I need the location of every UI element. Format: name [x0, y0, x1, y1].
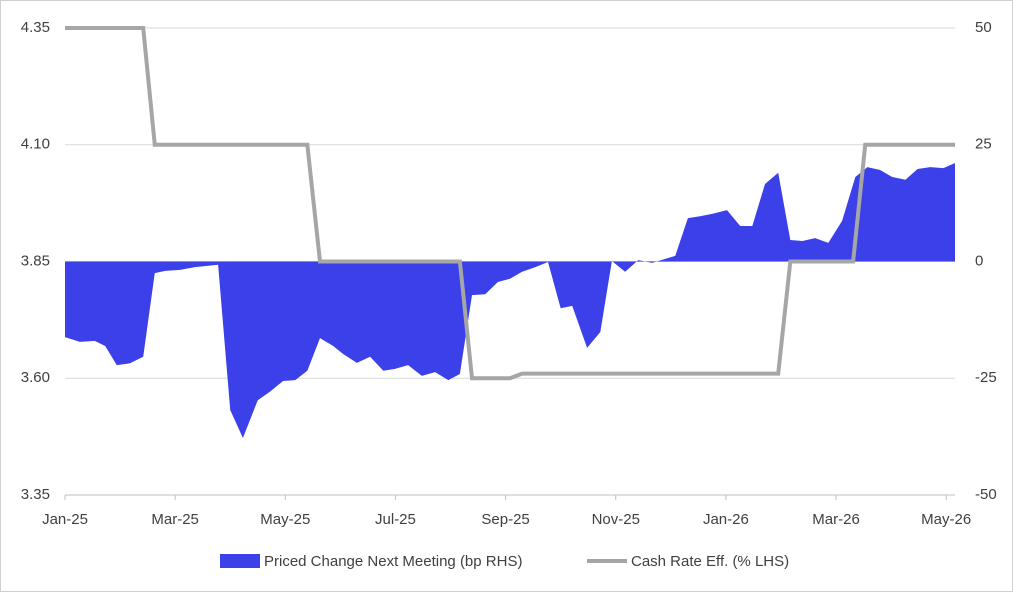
line [65, 26, 955, 381]
y2-tick-label: -25 [975, 369, 997, 386]
y2-tick-label: 0 [975, 252, 983, 269]
x-tick-label: May-25 [260, 511, 310, 528]
x-tick-label: Jul-25 [375, 511, 416, 528]
y-tick-label: 4.10 [21, 136, 50, 153]
y2-tick-label: 50 [975, 19, 992, 36]
legend-swatch [220, 554, 260, 568]
x-tick-label: Jan-26 [703, 511, 749, 528]
x-tick-label: Nov-25 [592, 511, 640, 528]
area [65, 162, 955, 439]
x-tick-label: Jan-25 [42, 511, 88, 528]
y2-tick-label: 25 [975, 136, 992, 153]
y-tick-label: 3.35 [21, 486, 50, 503]
y-tick-label: 3.60 [21, 369, 50, 386]
x-tick-label: Mar-25 [151, 511, 199, 528]
legend-label: Cash Rate Eff. (% LHS) [631, 553, 789, 570]
y-tick-label: 4.35 [21, 19, 50, 36]
x-tick-label: Sep-25 [481, 511, 529, 528]
legend-label: Priced Change Next Meeting (bp RHS) [264, 553, 522, 570]
x-tick-label: May-26 [921, 511, 971, 528]
y2-tick-label: -50 [975, 486, 997, 503]
y-tick-label: 3.85 [21, 252, 50, 269]
x-tick-label: Mar-26 [812, 511, 860, 528]
